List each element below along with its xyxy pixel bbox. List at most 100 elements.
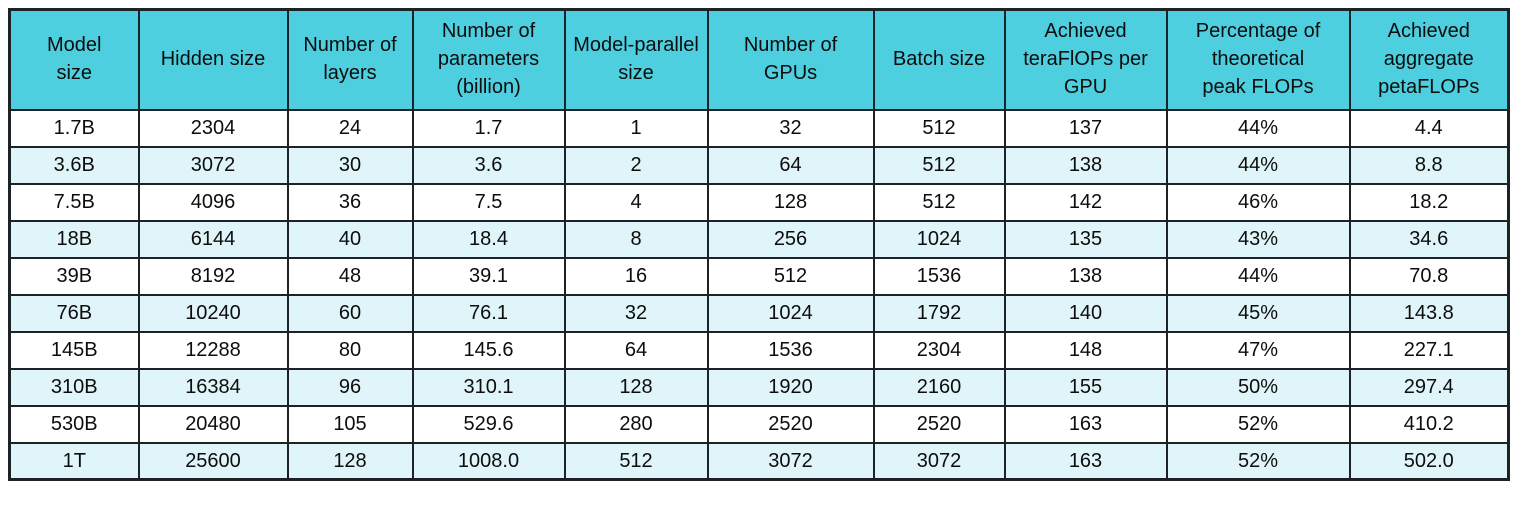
header-row: Model size Hidden size Number of layers Num… — [8, 8, 1510, 111]
table-cell: 512 — [872, 182, 1006, 222]
table-cell: 96 — [286, 367, 414, 407]
table-cell: 18.4 — [411, 219, 566, 259]
table-cell: 145B — [8, 330, 140, 370]
table-row: 310B 16384 96 310.1 128 1920 2160 155 50% 297.4 — [8, 367, 1510, 407]
header-cell: Batch size — [872, 8, 1006, 111]
table-cell: 4096 — [137, 182, 289, 222]
table-cell: 105 — [286, 404, 414, 444]
table-cell: 1024 — [872, 219, 1006, 259]
table-cell: 1920 — [706, 367, 875, 407]
table-cell: 163 — [1003, 441, 1168, 481]
table-row: 76B 10240 60 76.1 32 1024 1792 140 45% 143.8 — [8, 293, 1510, 333]
table-cell: 1024 — [706, 293, 875, 333]
table-cell: 138 — [1003, 145, 1168, 185]
table-cell: 3.6B — [8, 145, 140, 185]
table-cell: 12288 — [137, 330, 289, 370]
table-cell: 76B — [8, 293, 140, 333]
table-row: 18B 6144 40 18.4 8 256 1024 135 43% 34.6 — [8, 219, 1510, 259]
table-cell: 64 — [563, 330, 709, 370]
header-cell: Achieved teraFlOPs per GPU — [1003, 8, 1168, 111]
table-cell: 310B — [8, 367, 140, 407]
table-cell: 8 — [563, 219, 709, 259]
table-row: 39B 8192 48 39.1 16 512 1536 138 44% 70.8 — [8, 256, 1510, 296]
table-cell: 3.6 — [411, 145, 566, 185]
table-row: 1.7B 2304 24 1.7 1 32 512 137 44% 4.4 — [8, 108, 1510, 148]
table-cell: 512 — [706, 256, 875, 296]
table-cell: 30 — [286, 145, 414, 185]
table-cell: 128 — [563, 367, 709, 407]
table-cell: 227.1 — [1348, 330, 1510, 370]
table-cell: 76.1 — [411, 293, 566, 333]
table-cell: 1 — [563, 108, 709, 148]
header-cell: Number of GPUs — [706, 8, 875, 111]
table-cell: 4.4 — [1348, 108, 1510, 148]
header-cell: Number of layers — [286, 8, 414, 111]
table-cell: 1536 — [872, 256, 1006, 296]
table-cell: 45% — [1165, 293, 1351, 333]
table-cell: 4 — [563, 182, 709, 222]
table-header: Model size Hidden size Number of layers Num… — [8, 8, 1510, 111]
table-cell: 52% — [1165, 441, 1351, 481]
table-cell: 24 — [286, 108, 414, 148]
header-cell: Model-parallel size — [563, 8, 709, 111]
table-cell: 18.2 — [1348, 182, 1510, 222]
table-cell: 16384 — [137, 367, 289, 407]
table-cell: 16 — [563, 256, 709, 296]
table-cell: 40 — [286, 219, 414, 259]
table-cell: 20480 — [137, 404, 289, 444]
table-cell: 142 — [1003, 182, 1168, 222]
table-cell: 143.8 — [1348, 293, 1510, 333]
table-cell: 32 — [706, 108, 875, 148]
table-cell: 39B — [8, 256, 140, 296]
table-cell: 410.2 — [1348, 404, 1510, 444]
table-cell: 2520 — [872, 404, 1006, 444]
table-cell: 3072 — [872, 441, 1006, 481]
header-cell: Achieved aggregate petaFLOPs — [1348, 8, 1510, 111]
table-cell: 2304 — [137, 108, 289, 148]
table-cell: 8.8 — [1348, 145, 1510, 185]
table-cell: 8192 — [137, 256, 289, 296]
table-cell: 140 — [1003, 293, 1168, 333]
table-cell: 18B — [8, 219, 140, 259]
table-cell: 512 — [563, 441, 709, 481]
table-cell: 2520 — [706, 404, 875, 444]
table-cell: 512 — [872, 108, 1006, 148]
table-row: 7.5B 4096 36 7.5 4 128 512 142 46% 18.2 — [8, 182, 1510, 222]
table-cell: 256 — [706, 219, 875, 259]
table-cell: 36 — [286, 182, 414, 222]
table-cell: 2160 — [872, 367, 1006, 407]
table-cell: 44% — [1165, 108, 1351, 148]
table-cell: 280 — [563, 404, 709, 444]
table-cell: 530B — [8, 404, 140, 444]
table-cell: 135 — [1003, 219, 1168, 259]
table-cell: 25600 — [137, 441, 289, 481]
table-cell: 163 — [1003, 404, 1168, 444]
table-cell: 6144 — [137, 219, 289, 259]
table-row: 1T 25600 128 1008.0 512 3072 3072 163 52% 502.0 — [8, 441, 1510, 481]
table-cell: 50% — [1165, 367, 1351, 407]
table-cell: 3072 — [706, 441, 875, 481]
table-cell: 2 — [563, 145, 709, 185]
table-cell: 39.1 — [411, 256, 566, 296]
header-cell: Model size — [8, 8, 140, 111]
table-cell: 128 — [706, 182, 875, 222]
table-cell: 10240 — [137, 293, 289, 333]
table-cell: 44% — [1165, 145, 1351, 185]
table-cell: 46% — [1165, 182, 1351, 222]
table-cell: 32 — [563, 293, 709, 333]
table-cell: 7.5B — [8, 182, 140, 222]
table-cell: 48 — [286, 256, 414, 296]
model-scaling-table: Model size Hidden size Number of layers Num… — [8, 8, 1510, 481]
table-cell: 3072 — [137, 145, 289, 185]
table-cell: 297.4 — [1348, 367, 1510, 407]
table-cell: 1T — [8, 441, 140, 481]
table-row: 145B 12288 80 145.6 64 1536 2304 148 47% 227.1 — [8, 330, 1510, 370]
header-cell: Percentage of theoretical peak FLOPs — [1165, 8, 1351, 111]
table-body: 1.7B 2304 24 1.7 1 32 512 137 44% 4.4 3.6B 3072 30 3.… — [8, 108, 1510, 481]
table-row: 3.6B 3072 30 3.6 2 64 512 138 44% 8.8 — [8, 145, 1510, 185]
table-cell: 60 — [286, 293, 414, 333]
table-cell: 138 — [1003, 256, 1168, 296]
table-cell: 128 — [286, 441, 414, 481]
table-cell: 155 — [1003, 367, 1168, 407]
